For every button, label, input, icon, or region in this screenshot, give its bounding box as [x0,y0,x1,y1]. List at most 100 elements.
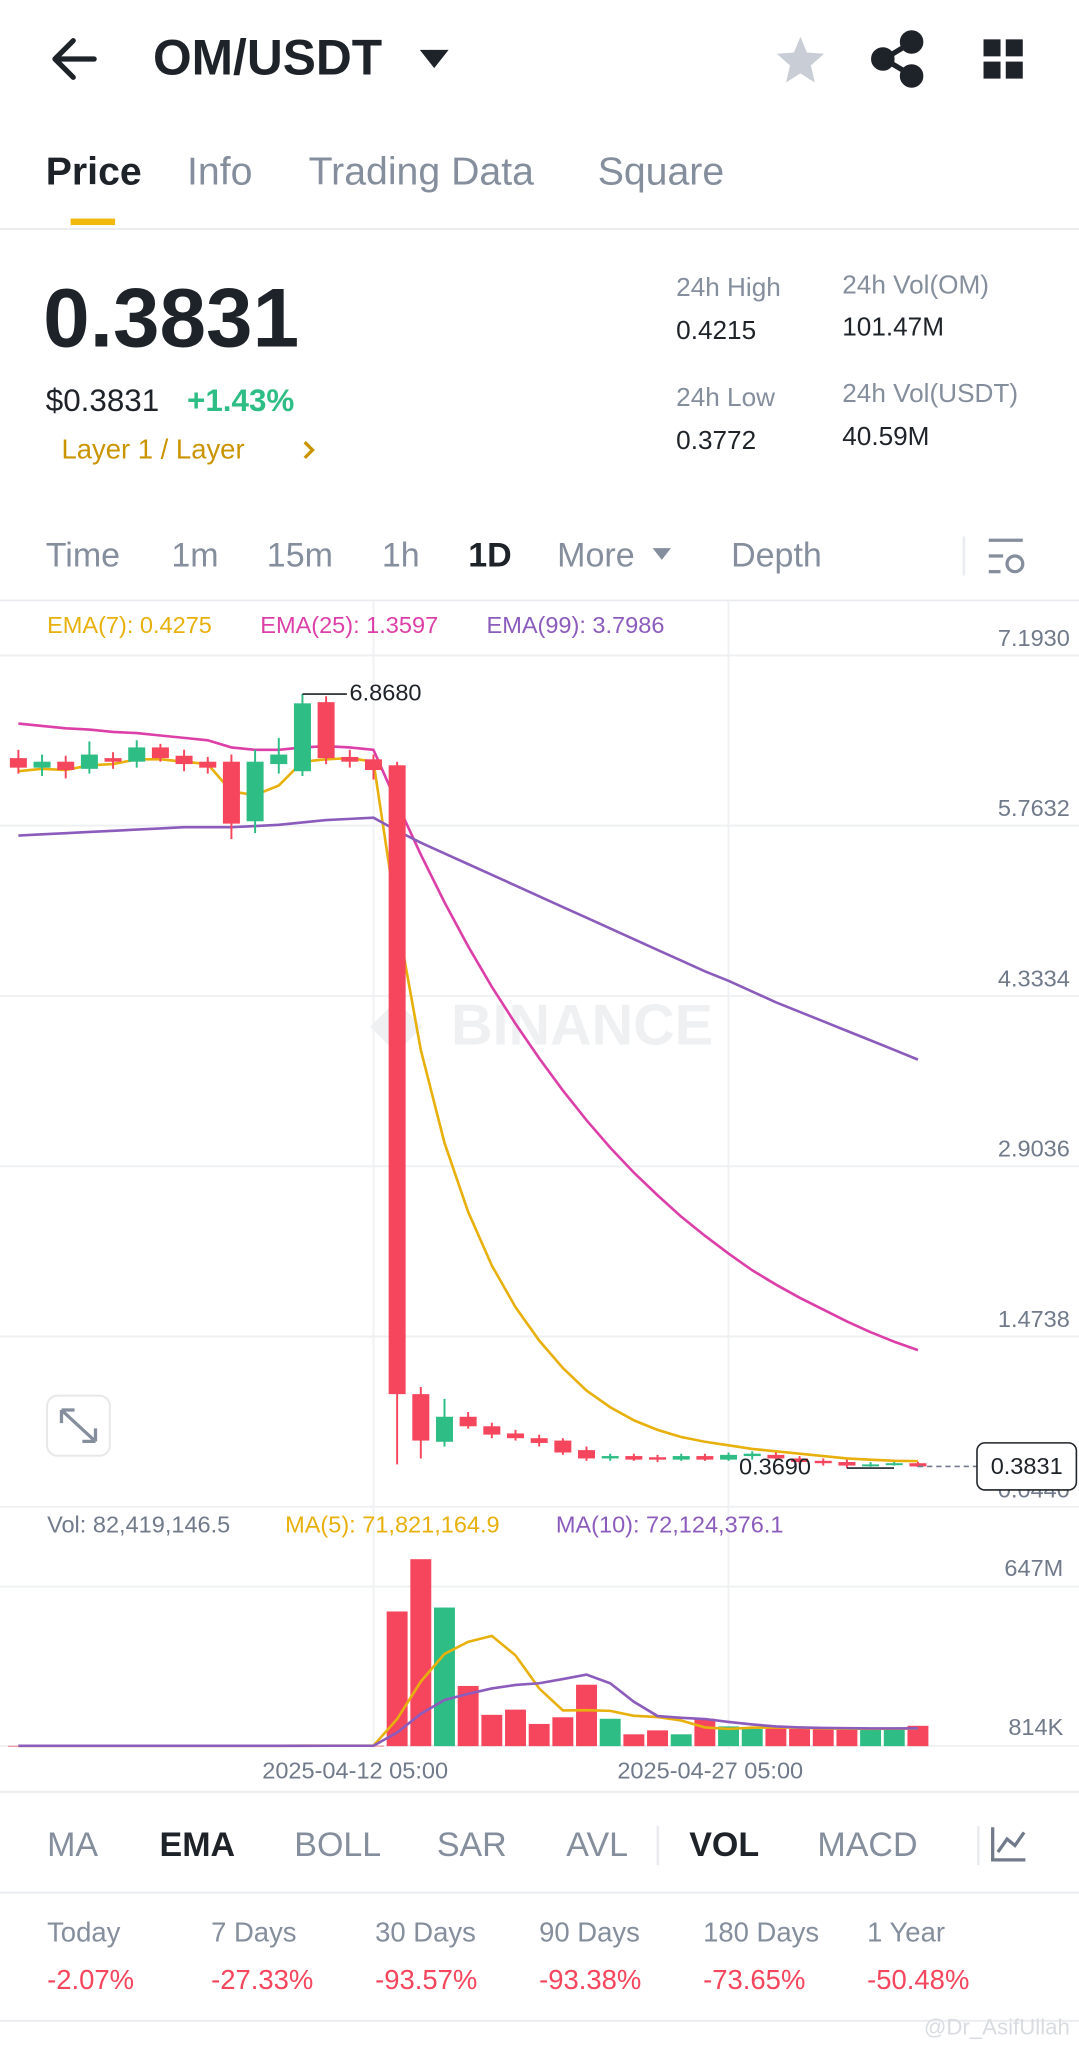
candle-body [862,1464,880,1467]
volume-bar [741,1728,763,1747]
legend-entry: MA(10): 72,124,376.1 [556,1512,784,1538]
indicator-tab[interactable]: BOLL [294,1826,381,1864]
stat-value: 40.59M [842,421,929,451]
candle-body [341,756,359,762]
more-dropdown[interactable] [652,548,671,560]
volume-bar [434,1607,455,1747]
tab-underline [70,218,116,226]
tab[interactable]: Price [46,149,142,193]
candle-body [33,761,51,768]
candle-body [80,754,98,769]
indicator-tab[interactable]: VOL [689,1826,759,1864]
volume-bar [694,1718,716,1747]
candle-body [838,1462,856,1466]
volume-bar [718,1726,740,1747]
favorite-star[interactable] [776,36,824,83]
volume-bar [812,1729,834,1747]
chart-settings[interactable] [988,538,1025,574]
credit: @Dr_AsifUllah [924,2015,1070,2040]
candle-body [601,1456,619,1459]
tab[interactable]: Trading Data [309,149,534,193]
volume-bar [410,1559,432,1747]
candle-body [151,747,169,759]
interval[interactable]: 1m [171,536,218,574]
candle-body [104,758,122,762]
volume-bar [505,1709,526,1747]
volume-bar [907,1725,929,1747]
indicator-tab[interactable]: AVL [566,1826,628,1864]
stat-value: 101.47M [842,311,944,341]
indicator-tab[interactable]: MACD [817,1826,917,1864]
candle-body [388,765,406,1395]
candle-body [672,1456,690,1460]
candle-body [364,759,382,771]
y-tick-label: 5.7632 [998,795,1070,821]
volume-bar [576,1684,597,1747]
volume-bar [7,1745,29,1747]
menu-grid[interactable] [983,39,1023,79]
fullscreen-icon [59,1408,98,1444]
indicator-tab[interactable]: SAR [437,1826,507,1864]
volume-bar [765,1728,787,1747]
legend-entry: MA(5): 71,821,164.9 [285,1512,500,1538]
candle-body [199,761,217,768]
candle-body [743,1453,761,1457]
volume-bar [552,1717,574,1747]
last-price-box [976,1442,1078,1491]
period-change: -93.38% [539,1964,641,1995]
interval[interactable]: 15m [267,536,333,574]
tab[interactable]: Info [187,149,252,193]
x-tick-label: 2025-04-12 05:00 [262,1758,448,1784]
period-change: -93.57% [375,1964,477,1995]
volume-bar [623,1734,645,1747]
volume-bar [670,1734,692,1747]
interval[interactable]: Depth [731,536,822,574]
candle-body [578,1450,596,1459]
y-tick-label: 4.3334 [998,965,1070,991]
stat-label: 24h Vol(OM) [842,269,989,299]
volume-bar [481,1714,503,1747]
sector-link[interactable]: Layer 1 / Layer [61,434,244,465]
low-marker-label: 0.3690 [739,1453,811,1479]
last-price: 0.3831 [43,271,299,365]
interval[interactable]: Time [46,536,120,574]
indicator-tab[interactable]: MA [47,1826,98,1864]
candle-body [885,1463,903,1466]
sector-chevron [303,441,315,460]
pair-dropdown[interactable] [419,49,449,69]
indicator-tab[interactable]: EMA [160,1826,236,1864]
candle-body [412,1394,430,1441]
candle-body [435,1416,453,1442]
volume-bar [528,1723,550,1747]
period-label: 90 Days [539,1917,640,1948]
period-label: 180 Days [703,1917,819,1948]
volume-bar [883,1727,905,1747]
period-label: 1 Year [867,1917,945,1948]
candle-body [791,1458,809,1463]
y-tick-label: 7.1930 [998,625,1070,651]
candle-body [459,1416,477,1427]
interval[interactable]: 1h [382,536,420,574]
candle-body [530,1438,548,1443]
price-change: +1.43% [187,383,294,418]
interval[interactable]: 1D [468,536,511,574]
tab[interactable]: Square [598,149,724,193]
pair-title[interactable]: OM/USDT [153,30,382,86]
ema-line [18,722,919,1352]
indicator-settings[interactable] [991,1827,1026,1862]
period-label: 7 Days [211,1917,296,1948]
period-change: -27.33% [211,1964,313,1995]
candle-body [175,755,193,765]
candle-body [767,1454,785,1459]
legend-entry: Vol: 82,419,146.5 [47,1512,230,1538]
interval[interactable]: More [557,536,634,574]
candle-body [57,761,75,771]
stat-value: 0.3772 [676,425,756,455]
back-button[interactable] [52,38,97,80]
share-button[interactable] [871,30,924,88]
candle-body [814,1460,832,1464]
candle-body [554,1440,572,1453]
y-tick-label: 1.4738 [998,1306,1070,1332]
stat-value: 0.4215 [676,315,756,345]
